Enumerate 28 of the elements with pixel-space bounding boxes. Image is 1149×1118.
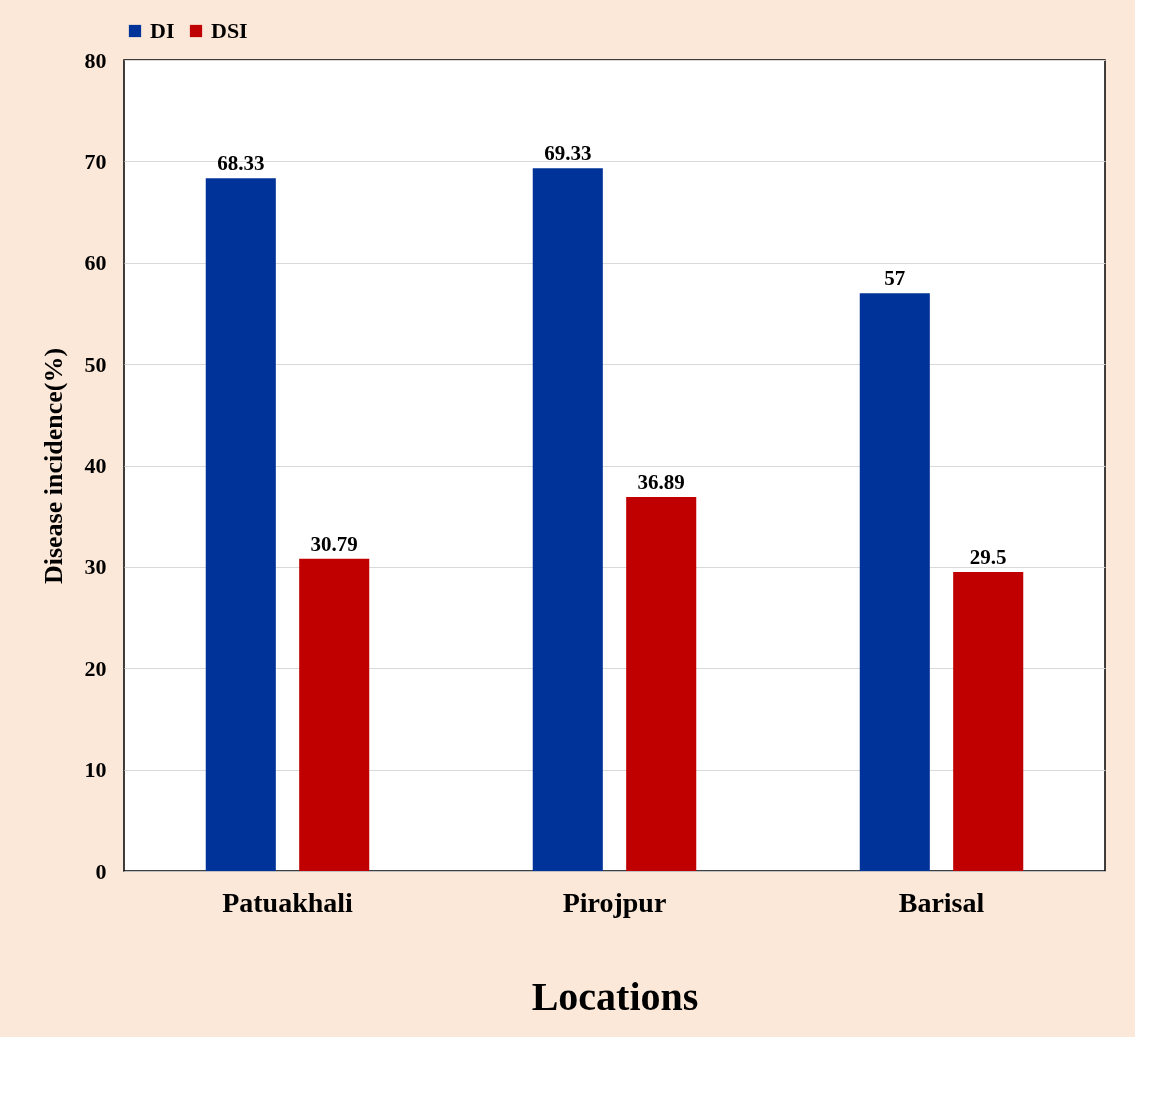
y-tick-label: 30 — [84, 554, 107, 580]
x-axis-title: Locations — [531, 973, 699, 1019]
y-tick-label: 10 — [84, 757, 107, 783]
data-label: 57 — [884, 266, 906, 291]
legend-label: DSI — [211, 18, 248, 43]
bar — [859, 293, 930, 871]
bar — [299, 558, 370, 871]
data-label: 29.5 — [969, 544, 1007, 569]
bar — [205, 178, 276, 871]
data-label: 69.33 — [544, 141, 592, 166]
bar — [953, 571, 1024, 871]
legend-label: DI — [150, 18, 175, 43]
y-tick-label: 0 — [95, 858, 107, 884]
bar — [532, 168, 603, 871]
x-tick-label: Barisal — [898, 886, 985, 918]
y-tick-label: 60 — [84, 250, 107, 276]
x-tick-label: Patuakhali — [222, 886, 354, 918]
y-tick-label: 40 — [84, 453, 107, 478]
y-tick-label: 50 — [84, 351, 107, 377]
data-label: 36.89 — [637, 470, 685, 495]
y-axis-title: Disease incidence(%) — [38, 347, 68, 585]
data-label: 30.79 — [310, 531, 358, 556]
x-tick-label: Pirojpur — [562, 886, 667, 918]
y-tick-label: 20 — [84, 655, 107, 681]
y-tick-label: 70 — [84, 148, 107, 174]
y-tick-label: 80 — [84, 47, 107, 73]
data-label: 68.33 — [217, 151, 265, 176]
bar — [626, 497, 697, 871]
